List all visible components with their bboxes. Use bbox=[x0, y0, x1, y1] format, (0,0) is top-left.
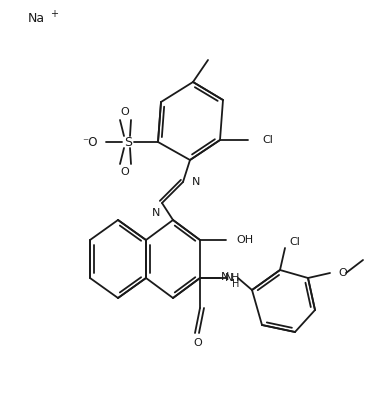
Text: N: N bbox=[192, 177, 200, 187]
Text: N: N bbox=[221, 272, 229, 282]
Text: O: O bbox=[121, 167, 129, 177]
Text: Na: Na bbox=[28, 11, 45, 24]
Text: ⁻O: ⁻O bbox=[83, 136, 98, 149]
Text: O: O bbox=[338, 268, 347, 278]
Text: S: S bbox=[124, 136, 132, 149]
Text: Cl: Cl bbox=[289, 237, 300, 247]
Text: OH: OH bbox=[236, 235, 253, 245]
Text: Cl: Cl bbox=[262, 135, 273, 145]
Text: +: + bbox=[50, 9, 58, 19]
Text: N: N bbox=[152, 208, 160, 218]
Text: O: O bbox=[121, 107, 129, 117]
Text: H: H bbox=[231, 273, 239, 283]
Text: N: N bbox=[225, 273, 233, 283]
Text: O: O bbox=[194, 338, 203, 348]
Text: H: H bbox=[232, 279, 240, 289]
